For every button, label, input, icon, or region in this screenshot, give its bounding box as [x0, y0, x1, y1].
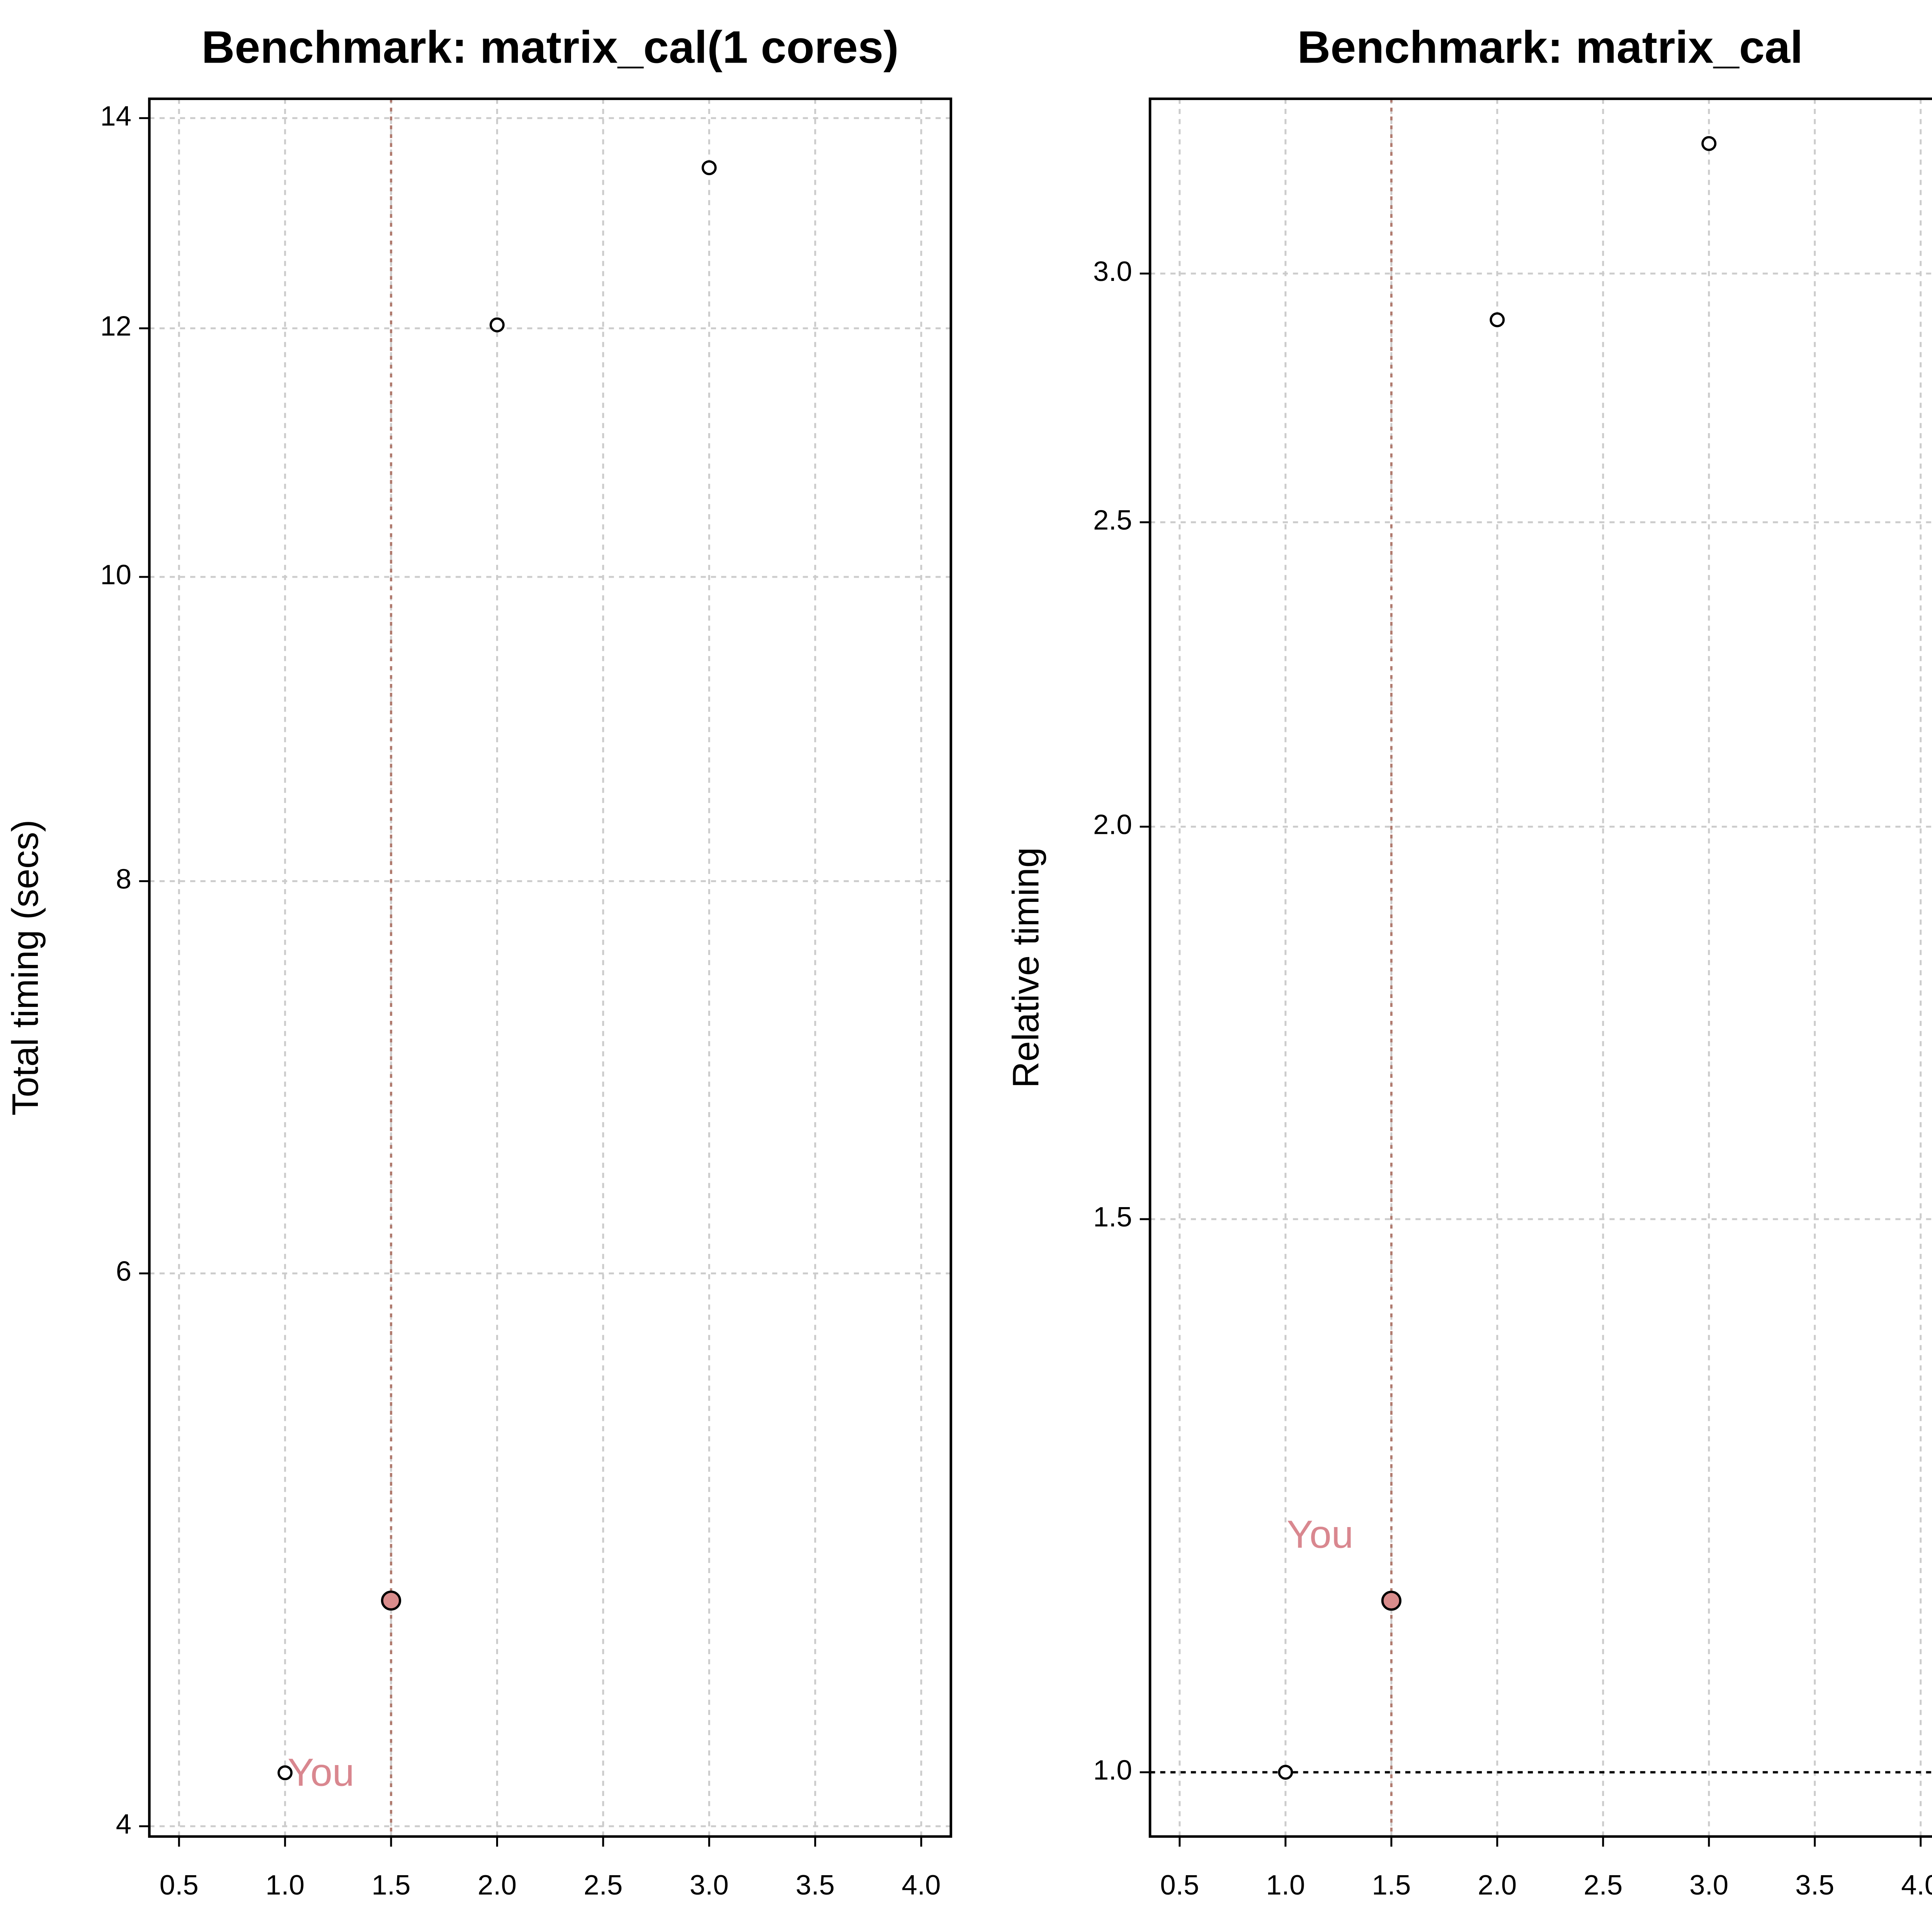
x-tick-label: 2.5 [583, 1869, 622, 1901]
y-tick-label: 6 [116, 1256, 131, 1287]
x-tick-label: 1.5 [372, 1869, 411, 1901]
y-tick-label: 14 [100, 100, 131, 132]
y-tick-label: 4 [116, 1809, 131, 1840]
y-tick-label: 10 [100, 559, 131, 590]
panel: 0.5 1.0 1.5 2.0 2.5 3.0 3.5 4.0 4 6 8 10 12 14 You Benc… [5, 22, 952, 1901]
x-tick-label: 2.5 [1583, 1869, 1622, 1901]
x-tick-label: 3.0 [690, 1869, 729, 1901]
annotation: You [287, 1750, 354, 1794]
x-tick-label: 0.5 [1160, 1869, 1199, 1901]
y-tick-label: 12 [100, 311, 131, 342]
data-point [277, 1765, 293, 1781]
panel: 0.5 1.0 1.5 2.0 2.5 3.0 3.5 4.0 1.0 1.5 2.0 2.5 3.0 Y… [1005, 22, 1932, 1901]
y-tick-label: 8 [116, 864, 131, 895]
x-tick-label: 1.0 [1266, 1869, 1305, 1901]
data-point [1701, 136, 1717, 151]
x-tick-label: 3.5 [796, 1869, 835, 1901]
annotation: You [1287, 1512, 1354, 1556]
y-tick-label: 2.0 [1093, 809, 1132, 840]
y-axis-label: Total timing (secs) [5, 820, 46, 1116]
x-tick-label: 1.0 [265, 1869, 304, 1901]
y-tick-label: 2.5 [1093, 505, 1132, 536]
chart-title: Benchmark: matrix_cal(1 cores) [202, 22, 899, 73]
x-tick-label: 2.0 [478, 1869, 517, 1901]
plot-frame [148, 97, 952, 1838]
x-tick-label: 1.5 [1372, 1869, 1411, 1901]
x-tick-label: 2.0 [1478, 1869, 1517, 1901]
data-point [490, 317, 505, 333]
data-point [701, 160, 717, 175]
x-tick-label: 4.0 [1901, 1869, 1932, 1901]
data-point [381, 1590, 401, 1611]
x-tick-label: 4.0 [902, 1869, 941, 1901]
x-tick-label: 3.5 [1795, 1869, 1834, 1901]
data-point [1381, 1590, 1401, 1611]
y-tick-label: 3.0 [1093, 256, 1132, 287]
data-point [1278, 1765, 1293, 1780]
y-axis-label: Relative timing [1005, 847, 1046, 1088]
plot-frame [1148, 97, 1932, 1838]
x-tick-label: 0.5 [160, 1869, 199, 1901]
data-point [1490, 312, 1505, 327]
y-tick-label: 1.0 [1093, 1755, 1132, 1786]
y-tick-label: 1.5 [1093, 1201, 1132, 1233]
chart-title: Benchmark: matrix_cal [1297, 22, 1803, 73]
x-tick-label: 3.0 [1689, 1869, 1728, 1901]
